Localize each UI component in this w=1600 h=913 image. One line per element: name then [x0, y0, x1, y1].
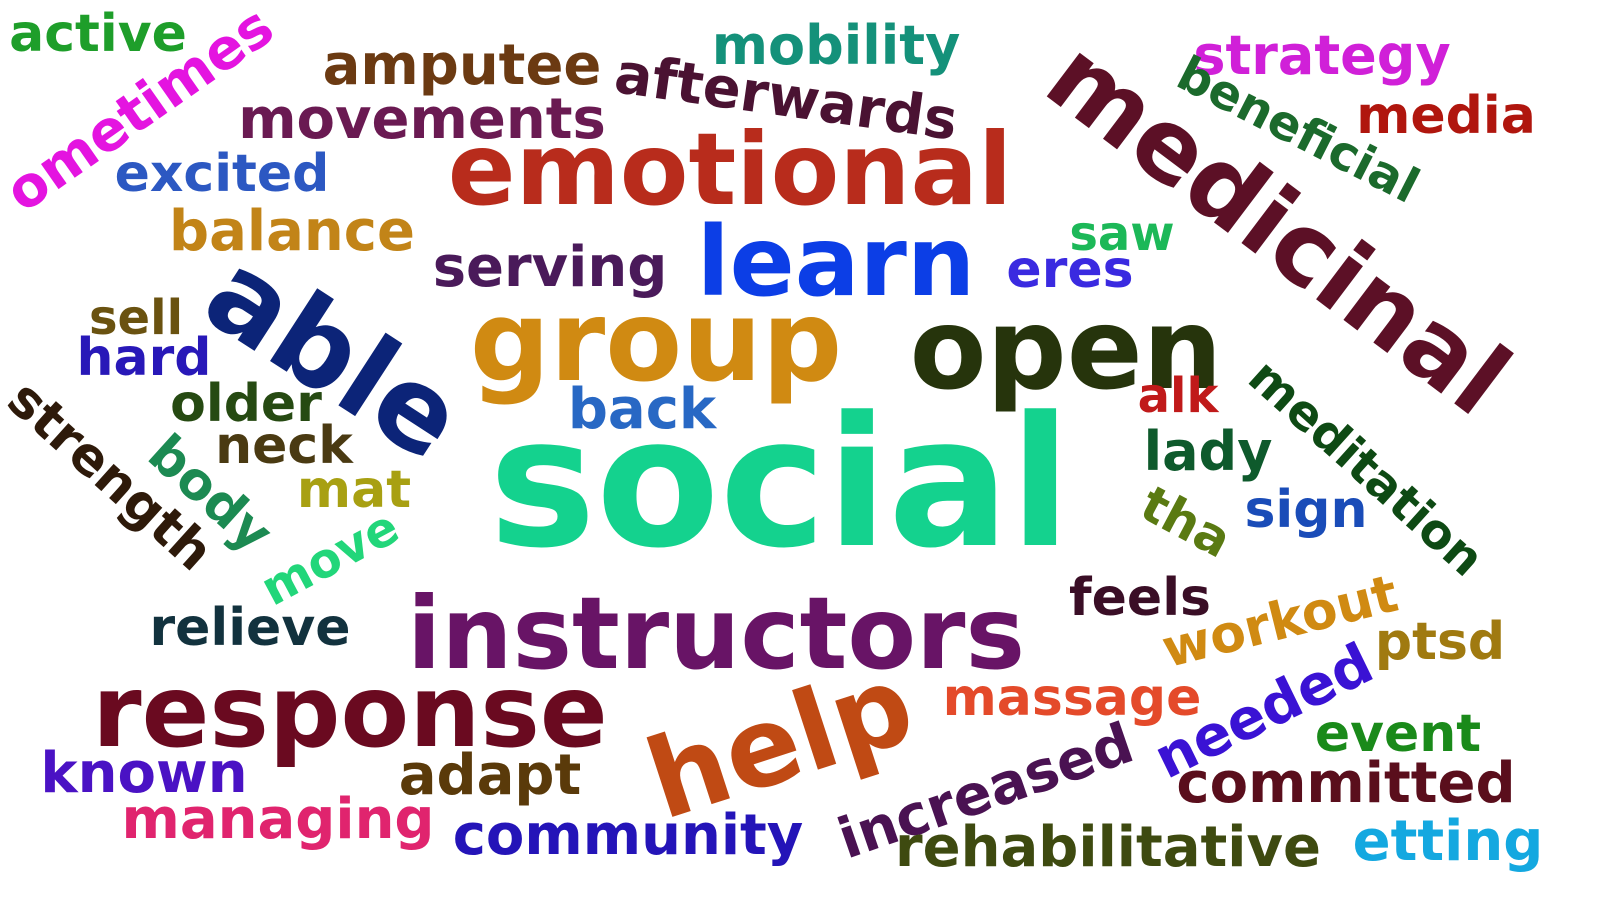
word-social: social [488, 379, 1072, 588]
word-etting: etting [1352, 809, 1544, 874]
word-community: community [452, 803, 804, 868]
word-event: event [1314, 704, 1482, 764]
word-saw: saw [1069, 206, 1175, 262]
word-excited: excited [114, 144, 330, 204]
word-back: back [567, 377, 717, 442]
word-neck: neck [215, 416, 353, 476]
word-lady: lady [1143, 420, 1273, 483]
word-amputee: amputee [322, 33, 602, 98]
word-open: open [909, 285, 1223, 415]
word-known: known [40, 741, 248, 806]
word-serving: serving [432, 235, 668, 300]
word-committed: committed [1176, 751, 1516, 816]
word-response: response [92, 653, 608, 770]
word-movements: movements [238, 87, 606, 152]
word-sign: sign [1244, 480, 1368, 540]
word-instructors: instructors [407, 575, 1025, 692]
word-alk: alk [1137, 368, 1219, 424]
word-mat: mat [296, 460, 412, 520]
word-sell: sell [88, 290, 184, 346]
word-massage: massage [942, 668, 1202, 728]
word-adapt: adapt [398, 743, 582, 808]
word-media: media [1356, 86, 1536, 146]
word-group: group [469, 277, 843, 407]
word-feels: feels [1069, 568, 1211, 628]
word-rehabilitative: rehabilitative [895, 815, 1321, 880]
word-ptsd: ptsd [1374, 612, 1506, 672]
word-strategy: strategy [1193, 24, 1451, 87]
word-hard: hard [76, 328, 212, 388]
word-active: active [9, 4, 187, 64]
word-learn: learn [696, 206, 976, 318]
word-managing: managing [121, 787, 435, 852]
word-relieve: relieve [149, 598, 351, 658]
word-tha: tha [1131, 474, 1241, 570]
word-balance: balance [169, 199, 415, 264]
word-mobility: mobility [711, 14, 961, 77]
word-eres: eres [1006, 240, 1134, 300]
word-emotional: emotional [447, 111, 1013, 228]
word-older: older [170, 374, 322, 434]
